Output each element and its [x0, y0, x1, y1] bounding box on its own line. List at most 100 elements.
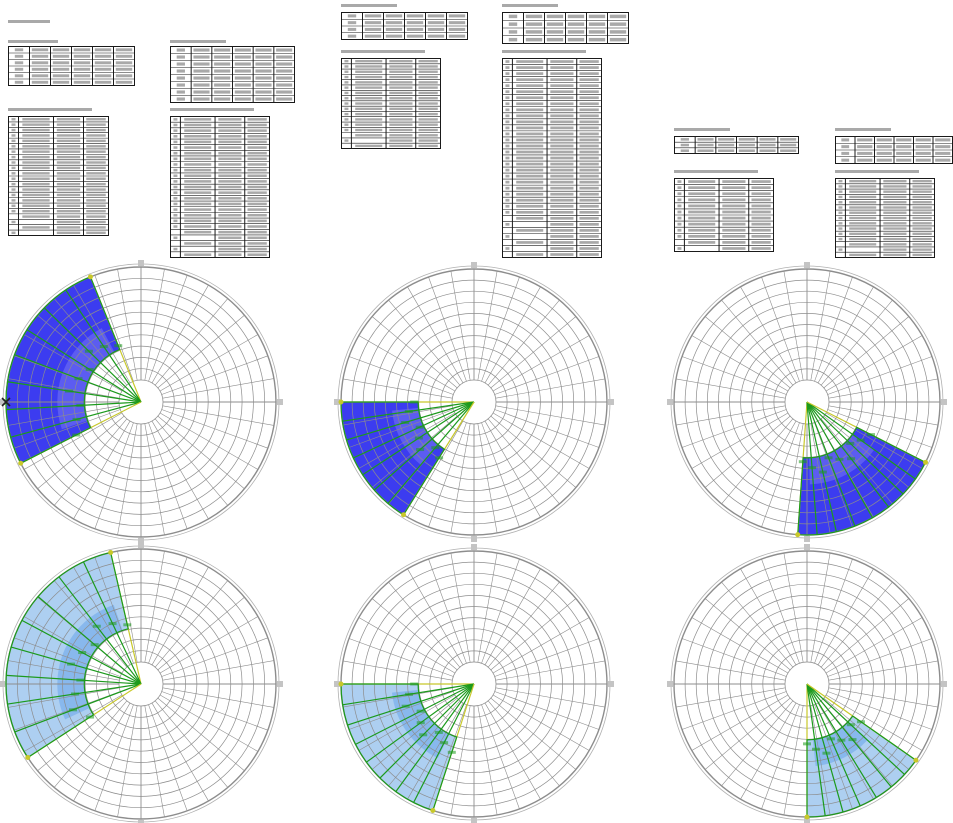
table-cell — [56, 134, 81, 137]
polar-spoke — [53, 580, 128, 668]
table-cell — [218, 253, 242, 256]
table-cell — [184, 168, 212, 172]
polar-diagram-5 — [334, 544, 614, 823]
table-cell — [247, 191, 267, 194]
table-cell — [193, 48, 210, 52]
polar-spoke — [477, 552, 498, 663]
table-cell — [722, 192, 746, 196]
table-cell — [52, 61, 70, 65]
table-cell — [579, 204, 599, 208]
cardinal-tick — [471, 536, 477, 542]
table-cell — [115, 61, 133, 65]
table-cell — [418, 102, 438, 105]
table-cell — [550, 144, 574, 148]
table-cell — [22, 166, 50, 170]
cardinal-tick — [138, 538, 144, 544]
table-cell — [355, 91, 383, 95]
table-cell — [849, 190, 877, 193]
table-cell — [505, 84, 510, 88]
table-cell — [214, 69, 231, 73]
table-cell — [193, 62, 210, 66]
table-cell — [550, 216, 574, 220]
polar-spoke — [348, 638, 454, 677]
table-cell — [389, 91, 413, 95]
table-cell — [218, 242, 242, 245]
table-cell — [22, 128, 50, 132]
table-cell — [193, 97, 210, 101]
ray-label — [822, 751, 831, 755]
polar-spoke — [358, 694, 456, 751]
table-cell — [22, 204, 50, 207]
table-cell — [184, 213, 212, 217]
polar-spoke — [159, 334, 259, 392]
ray-label — [847, 457, 856, 461]
table-cell — [344, 65, 349, 68]
cardinal-tick — [608, 399, 614, 405]
table-cell — [516, 126, 544, 130]
table-cell — [722, 204, 746, 208]
table-cell — [389, 139, 413, 142]
table-cell — [505, 108, 510, 112]
table-cell — [86, 139, 106, 143]
table-cell — [505, 162, 510, 166]
table-cell — [11, 145, 16, 148]
table-cell — [841, 138, 850, 142]
table-cell — [418, 134, 438, 137]
polar-spoke — [348, 409, 454, 448]
table-cell — [344, 139, 349, 142]
table-cell — [516, 132, 544, 136]
table-cell — [579, 247, 599, 250]
table-cell — [525, 30, 543, 34]
table-cell — [11, 123, 16, 126]
polar-spoke — [159, 694, 259, 752]
table-cell — [505, 60, 510, 63]
table-cell — [677, 210, 682, 214]
table-cell — [883, 206, 907, 209]
ray-label — [415, 425, 424, 429]
ray-label — [90, 643, 99, 647]
table-cell — [234, 76, 251, 80]
table-cell — [677, 222, 682, 226]
table-cell — [427, 27, 445, 31]
table-cell — [751, 210, 771, 214]
polar-spoke — [675, 405, 786, 426]
polar-spoke — [495, 660, 606, 681]
polar-spoke — [73, 702, 131, 802]
table-cell — [184, 118, 212, 121]
ray — [373, 401, 475, 491]
table-cell — [680, 138, 689, 141]
table-cell — [550, 192, 574, 196]
table-cell — [751, 180, 771, 183]
table-cell — [355, 123, 383, 126]
table-cell — [418, 97, 438, 100]
table-cell — [508, 22, 518, 26]
table-cell — [883, 201, 907, 204]
table-cell — [448, 14, 466, 18]
table-cell — [355, 59, 383, 63]
table-cell — [780, 143, 797, 147]
table-cell — [579, 78, 599, 81]
ray-label — [812, 747, 821, 751]
table-cell — [550, 150, 574, 154]
table-cell — [173, 180, 178, 183]
table-cell — [579, 168, 599, 172]
table-cell — [86, 188, 106, 191]
table-cell — [516, 72, 544, 75]
polar-spoke — [740, 702, 797, 800]
table-cell — [86, 123, 106, 126]
table-cell — [609, 14, 627, 19]
polar-spoke — [94, 275, 134, 382]
table-cell — [11, 139, 16, 143]
polar-spoke — [144, 550, 165, 663]
table-cell — [516, 156, 544, 160]
table-cell — [505, 66, 510, 69]
table-cell — [73, 54, 91, 58]
table-cell — [11, 118, 16, 121]
page-heading-bar — [8, 20, 50, 23]
table-cell — [214, 76, 231, 80]
polar-spoke — [827, 638, 933, 677]
cardinal-tick — [804, 262, 810, 268]
polar-spoke — [148, 704, 188, 811]
sector-outline — [340, 401, 446, 516]
table-cell — [550, 229, 574, 232]
